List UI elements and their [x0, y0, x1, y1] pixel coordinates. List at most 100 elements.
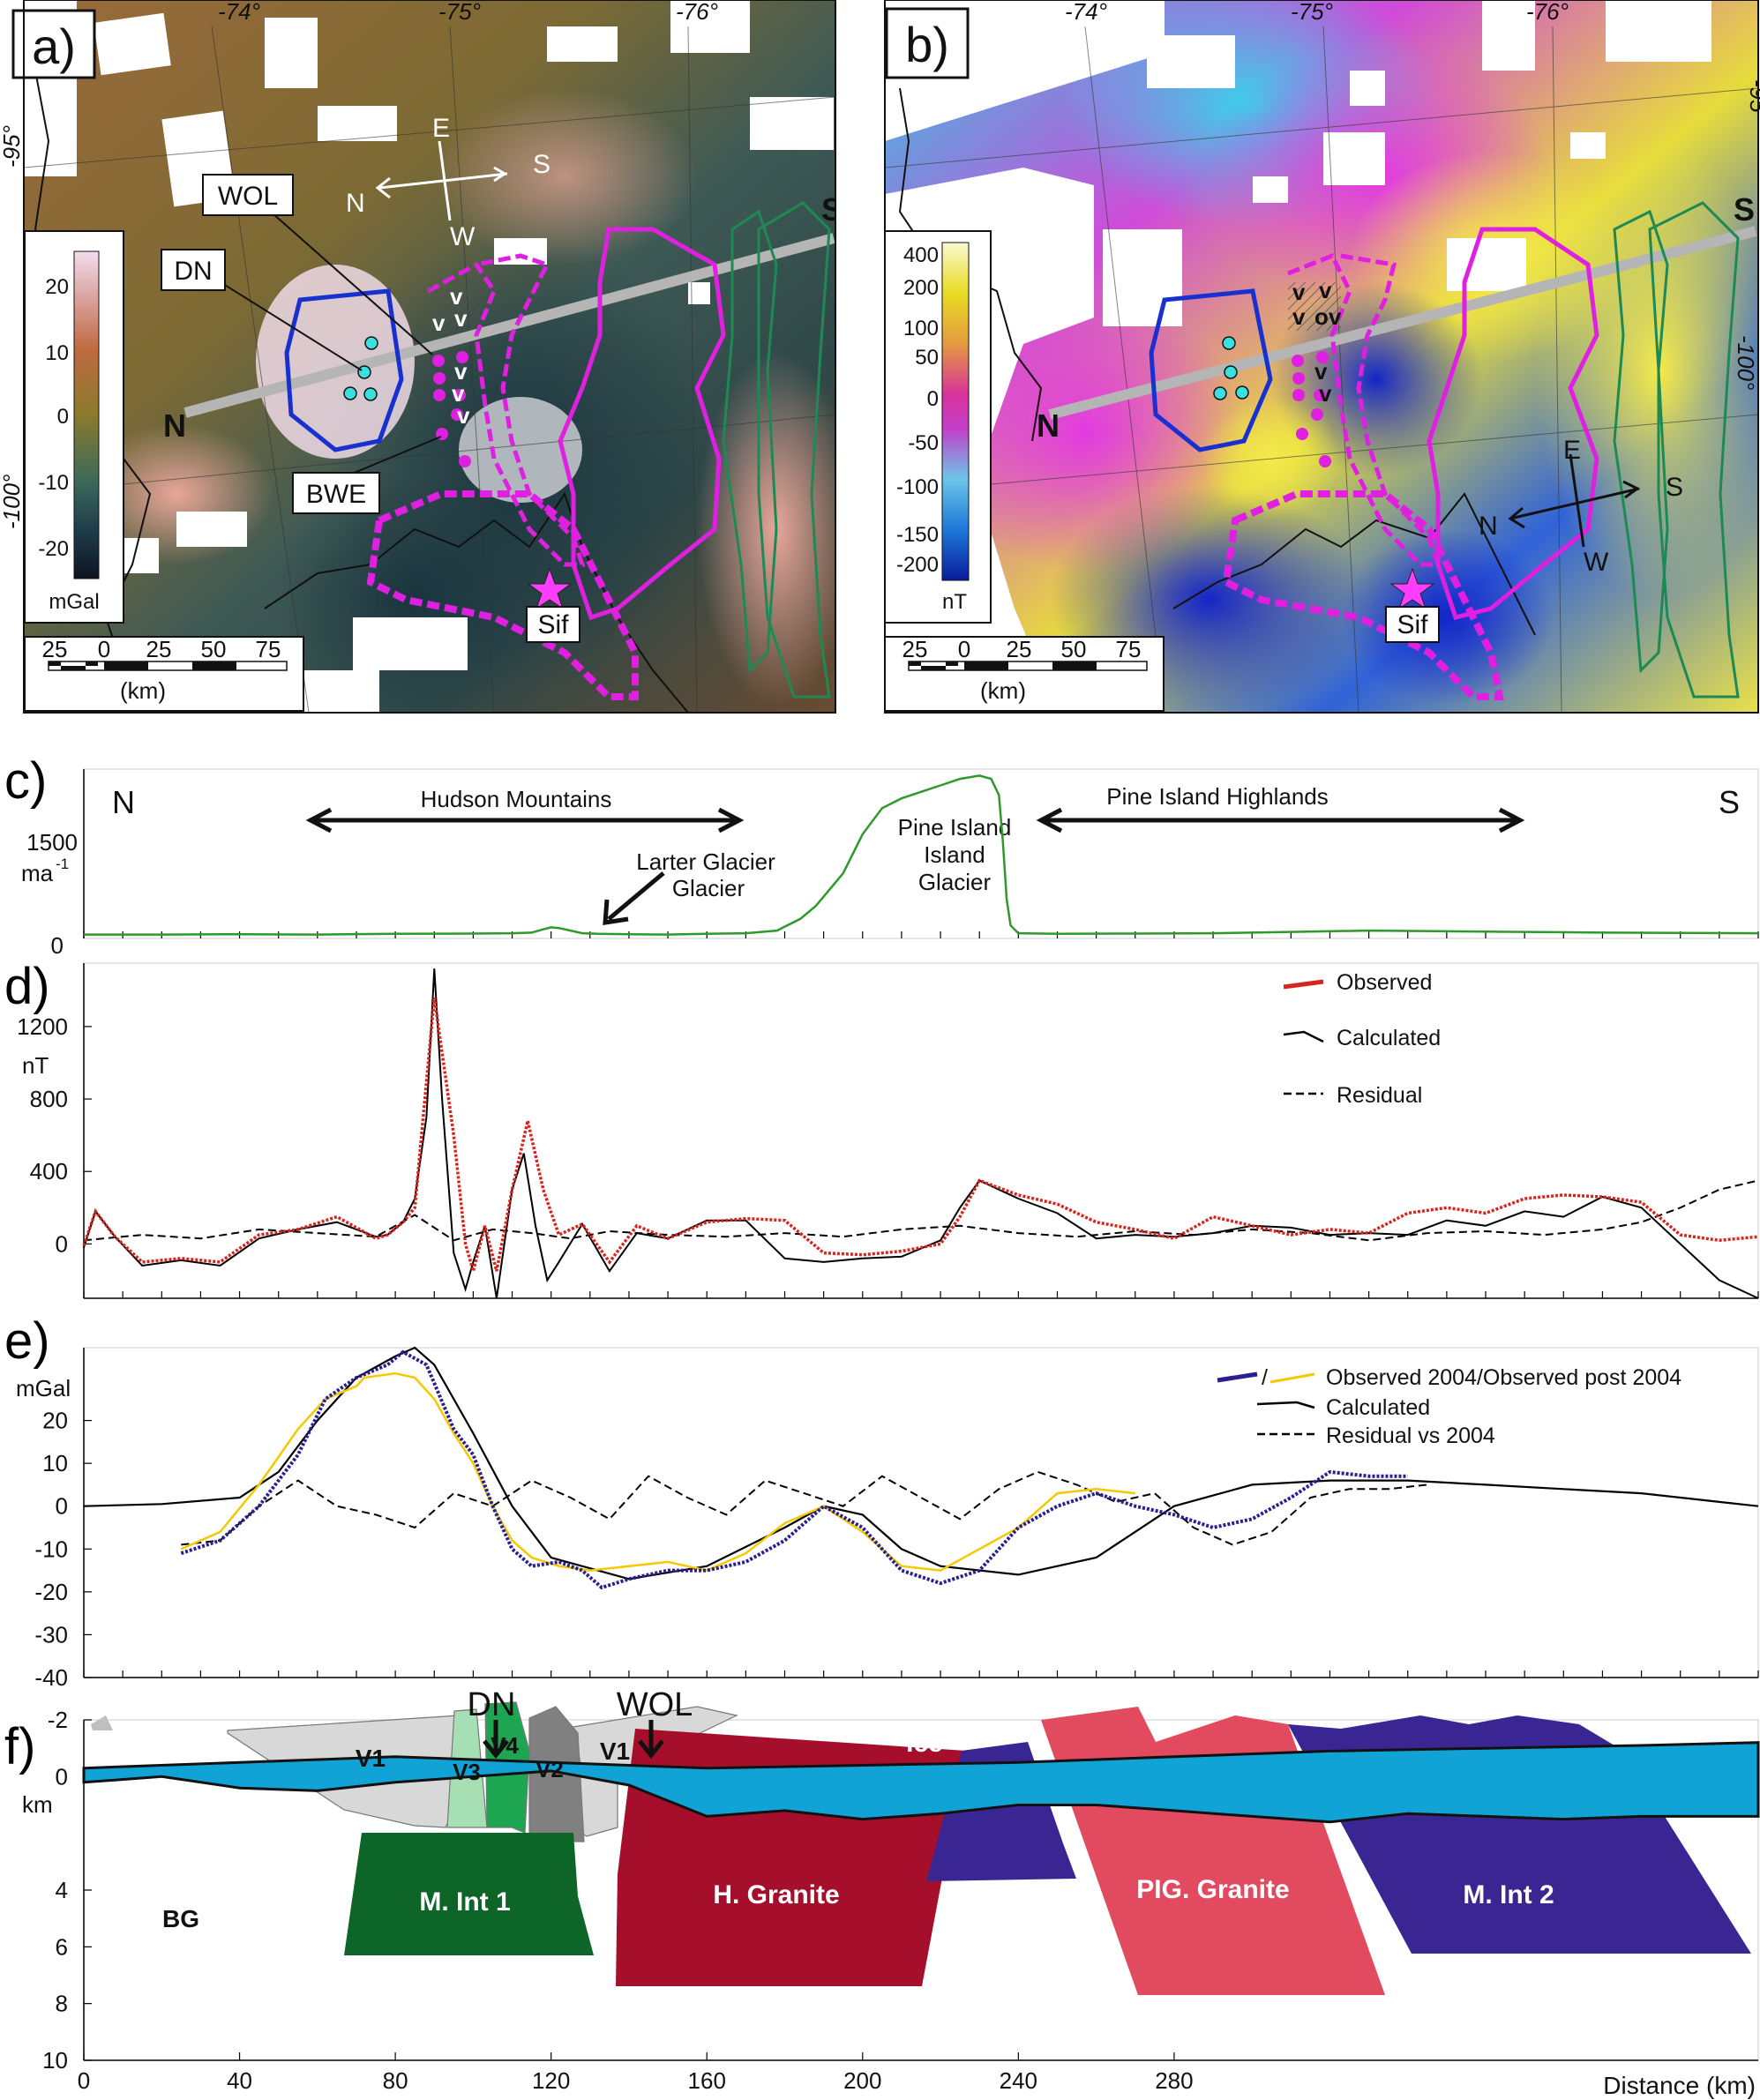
map-a-magenta-dots — [432, 351, 471, 467]
body-m-int-1-label: M. Int 1 — [419, 1887, 510, 1917]
marker-dn-label: DN — [468, 1686, 516, 1723]
marker-wol-arrow-icon — [638, 1720, 664, 1759]
map-a-lat-label: -100° — [0, 475, 25, 529]
map-b-profile-s: S — [1734, 191, 1755, 228]
svg-text:v: v — [1314, 358, 1328, 385]
map-b-colorbar-unit: nT — [942, 590, 967, 614]
body-ice-label: Ice — [906, 1729, 943, 1758]
body-bg-label: BG — [162, 1905, 199, 1932]
chart-c-panel-label: c) — [4, 752, 47, 810]
map-a-lon-label: -74° — [218, 0, 260, 25]
y-tick-label: -20 — [34, 1579, 68, 1605]
y-tick-label: -10 — [34, 1536, 68, 1562]
legend-residual-label: Residual vs 2004 — [1326, 1424, 1495, 1448]
svg-text:0: 0 — [927, 387, 939, 411]
body-v2 — [528, 1706, 585, 1842]
map-a-frame — [23, 0, 836, 714]
legend-observed-label: Observed 2004/Observed post 2004 — [1326, 1365, 1681, 1390]
map-a-compass — [375, 140, 508, 221]
y-tick-label: 10 — [42, 1450, 68, 1476]
map-a-wol-label: WOL — [218, 182, 278, 211]
map-b-outline-magenta-lower — [1222, 490, 1504, 700]
map-a-colorbar-ticks: 20 10 0 -10 -20 — [38, 275, 69, 561]
chart-d-legend: Observed Calculated Residual — [1283, 970, 1441, 1108]
map-a-volcano-marks: v v v v v v — [432, 283, 470, 429]
chart-e-panel-label: e) — [4, 1312, 50, 1370]
y-tick-label: 0 — [56, 1493, 68, 1520]
map-b-profile-n: N — [1037, 407, 1060, 444]
svg-text:0: 0 — [958, 636, 970, 662]
map-a-compass-n: N — [346, 189, 365, 218]
map-a-sif-box — [526, 606, 580, 643]
map-a-colorbar — [73, 250, 100, 579]
y-tick-label: 800 — [30, 1086, 68, 1112]
legend-calculated-label: Calculated — [1337, 1026, 1441, 1050]
map-a-dn-box — [161, 249, 226, 291]
y-tick-label: -40 — [34, 1664, 68, 1691]
chart-e-series-group — [83, 1346, 1759, 1590]
svg-text:25: 25 — [1007, 636, 1032, 662]
map-a-compass-w: W — [450, 222, 476, 251]
map-b-scalebar-ticks: 25 0 25 50 75 — [902, 636, 1142, 662]
chart-d-ylabel: nT — [22, 1052, 49, 1079]
y-tick-label: 8 — [56, 1991, 68, 2017]
chart-d: d) 1200 800 400 0 nT Observed Calculated Re… — [4, 958, 1759, 1299]
y-tick-label: 0 — [56, 1230, 68, 1257]
body-v3-label: V3 — [453, 1759, 481, 1785]
map-a-scalebar-unit: (km) — [120, 677, 166, 704]
chart-e-ylabel: mGal — [16, 1375, 71, 1401]
y-tick-label: 0 — [56, 1763, 68, 1790]
map-a-compass-s: S — [533, 150, 550, 179]
chart-f-xlabel: Distance (km) — [1603, 2072, 1756, 2099]
x-tick-label: 200 — [843, 2067, 881, 2094]
map-a-high-zone — [432, 88, 697, 265]
y-tick-label: 10 — [42, 2047, 68, 2074]
map-a-panel-label: a) — [32, 19, 76, 74]
map-a-dark-zone — [273, 476, 556, 713]
svg-text:50: 50 — [201, 636, 227, 662]
map-b-hatch-area — [1288, 282, 1341, 331]
chart-d-x-ticks — [83, 1291, 1759, 1298]
residual-line — [181, 1470, 1427, 1546]
legend-calculated-swatch — [1256, 1401, 1315, 1409]
svg-text:-10: -10 — [38, 471, 69, 495]
svg-text:v: v — [450, 283, 463, 310]
chart-e-x-ticks — [83, 1670, 1759, 1678]
map-b-profile-line — [1048, 226, 1757, 420]
map-a-sif-label: Sif — [537, 610, 569, 639]
map-b-lon-label: -74° — [1065, 0, 1107, 25]
map-b-sif-box — [1385, 606, 1440, 643]
marker-dn-arrow-icon — [483, 1720, 509, 1759]
legend-calculated-swatch — [1283, 1030, 1324, 1043]
x-tick-label: 40 — [227, 2067, 252, 2094]
x-tick-label: 120 — [532, 2067, 570, 2094]
chart-d-y-ticks: 1200 800 400 0 — [17, 1013, 92, 1257]
ice-velocity-line — [84, 774, 1759, 936]
map-b-compass-n: N — [1479, 512, 1498, 541]
legend-residual-label: Residual — [1337, 1083, 1422, 1108]
map-b-lon-label: -76° — [1526, 0, 1569, 25]
map-a-panel-label-box — [11, 9, 96, 79]
legend-calculated-label: Calculated — [1326, 1395, 1430, 1420]
legend-slash: / — [1262, 1365, 1268, 1390]
svg-text:v: v — [432, 310, 446, 336]
map-b: v v v ov v v E W N S N S Sif b) - — [884, 0, 1760, 714]
map-b-scalebar — [908, 661, 1148, 671]
chart-c-ytick: 1500 — [26, 829, 78, 856]
map-a-colorbar-unit: mGal — [49, 590, 99, 614]
x-tick-label: 160 — [688, 2067, 726, 2094]
svg-text:20: 20 — [45, 275, 69, 299]
svg-text:25: 25 — [42, 636, 68, 662]
svg-text:v: v — [452, 380, 465, 407]
chart-e: e) 20 10 0 -10 -20 -30 -40 mGal / Observed 200… — [4, 1312, 1759, 1691]
map-a-dn-label: DN — [174, 257, 212, 286]
body-h-granite-label: H. Granite — [713, 1880, 839, 1909]
map-a-hatch-area — [428, 287, 481, 331]
svg-text:50: 50 — [1061, 636, 1087, 662]
map-a-lon-label: -75° — [438, 0, 481, 25]
observed-post2004-line — [180, 1371, 1135, 1572]
x-tick-label: 240 — [1000, 2067, 1037, 2094]
chart-c-pig-label: Pine Island — [898, 814, 1012, 841]
map-a-compass-e: E — [432, 114, 450, 143]
